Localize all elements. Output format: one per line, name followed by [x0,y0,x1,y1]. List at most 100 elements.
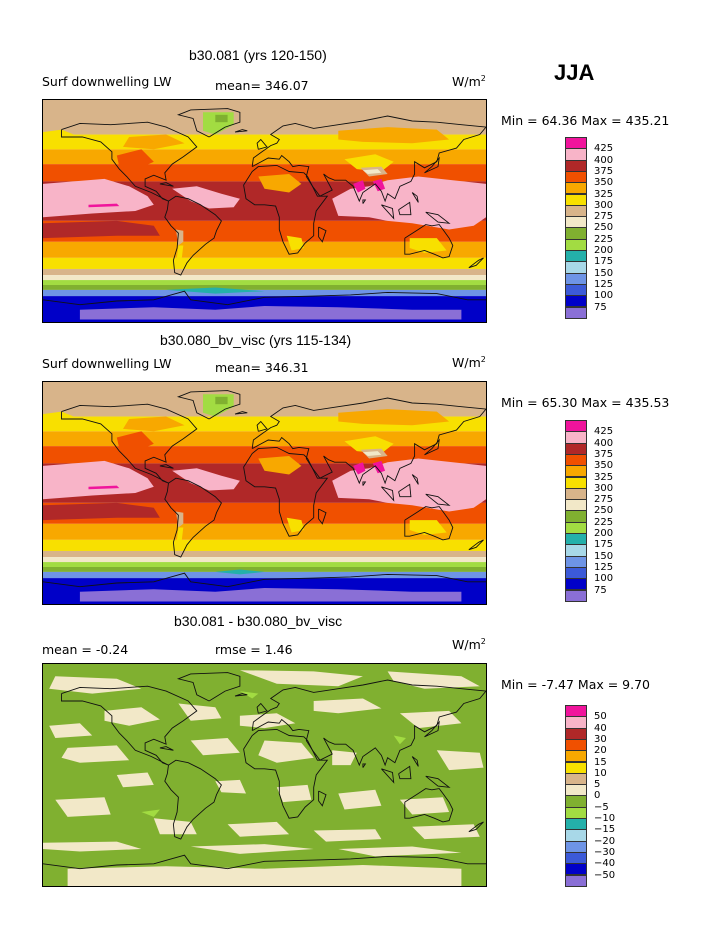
colorbar-label: 75 [594,301,607,313]
panel-2-colorbar: 425 400 375 350 325 300 275 250 225 200 175 150 125 1… [565,420,625,602]
south-africa-yellow [286,235,304,251]
australia-yellow [409,238,447,253]
colorbar-label: 40 [594,722,607,734]
warm-pool-east-pacific [43,178,154,218]
diff-patch-cream [49,676,142,694]
coastline [234,693,248,697]
colorbar-swatch [565,306,587,319]
coastline [164,195,222,276]
coastline [61,685,198,766]
colorbar-label: 275 [594,211,614,223]
canada-orange [123,416,185,432]
diff-patch-cream [258,740,314,763]
tibet-cream [362,451,382,456]
coastline [256,420,268,432]
diff-patch-cream [153,818,197,835]
canada-orange [123,134,185,150]
colorbar-label: 75 [594,584,607,596]
diff-patch-cream [338,789,382,810]
coastline [381,768,395,784]
hotspot-itcz [88,485,120,490]
panel-3-units: W/m2 [452,637,486,653]
colorbar-label: −15 [594,824,616,836]
coastline [381,204,395,220]
diff-patch-cream [215,779,246,794]
colorbar-label: 325 [594,188,614,200]
diff-patch-cream [190,738,240,756]
season-label: JJA [554,60,595,85]
coastline [234,411,248,415]
siberia-orange [338,409,450,426]
colorbar-label: 30 [594,733,607,745]
coastline [251,115,486,203]
panel-2-minmax: Min = 65.30 Max = 435.53 [501,395,670,410]
diff-patch-lgreen [393,735,406,745]
weddell-teal [215,569,265,575]
south-africa-yellow [286,517,304,533]
coastline [256,138,268,150]
panel-3-map [42,663,487,887]
colorbar-label: −5 [594,801,609,813]
colorbar-label: 0 [594,790,601,802]
band-midlat-north [43,431,486,447]
colorbar-label: 200 [594,245,614,256]
colorbar-label: 50 [594,711,607,723]
coastline [468,821,484,833]
colorbar-label: 325 [594,471,614,483]
panel-2-field: Surf downwelling LW [42,356,172,371]
coastline [404,788,454,823]
panel-2-map [42,381,487,605]
panel-2-title: b30.080_bv_visc (yrs 115-134) [160,332,352,348]
coastline [468,539,484,551]
warm-pool-atlantic [172,186,240,209]
coastline [398,201,412,216]
coastline [362,763,367,768]
coastline [159,746,174,751]
colorbar-label: 125 [594,561,614,573]
band-south-mid [43,241,486,258]
antarctic-interior [79,306,462,320]
colorbar-label: −40 [594,858,616,870]
siberia-orange [338,127,450,144]
panel-2-units: W/m2 [452,355,486,371]
panel-3-rmse: rmse = 1.46 [215,642,293,657]
colorbar-label: 10 [594,767,607,779]
coastline [425,211,451,224]
band-south-green [43,285,486,290]
patagonia-yellow [175,527,184,549]
panel-3-colorbar: 50 40 30 20 15 10 5 0 −5 −10 −15 −20 −30 −40 −50 [565,705,625,887]
diff-patch-cream [313,698,382,714]
coastline [425,493,451,506]
colorbar-label: 150 [594,267,614,279]
colorbar-label: 425 [594,143,614,155]
coastline [61,403,198,484]
coastline [468,257,484,269]
andes-tan [175,511,184,528]
panel-3-minmax: Min = -7.47 Max = 9.70 [501,677,651,692]
panel-2-mean: mean= 346.31 [215,360,309,375]
coastline [381,486,395,502]
coastline [362,481,367,486]
coastline [398,765,412,780]
colorbar-label: 15 [594,756,607,768]
coastline [411,192,419,203]
coastline [164,759,222,840]
panel-1-field: Surf downwelling LW [42,74,172,89]
hotspot-bay-of-bengal [372,460,386,474]
diff-patch-cream [190,844,314,854]
hotspot-india [353,180,366,193]
colorbar-label: 225 [594,516,614,528]
diff-patch-lgreen [239,691,259,699]
colorbar-label: 275 [594,494,614,506]
coastline [243,164,329,255]
diff-patch-cream [43,841,142,852]
coastline [404,506,454,541]
colorbar-label: −50 [594,869,616,881]
diff-patch-lgreen [141,809,160,817]
coastline [243,446,329,537]
band-south-midlat [43,257,486,269]
colorbar-label: 300 [594,482,614,494]
coastline [318,226,327,243]
colorbar-label: 100 [594,290,614,302]
coastline [61,121,198,202]
